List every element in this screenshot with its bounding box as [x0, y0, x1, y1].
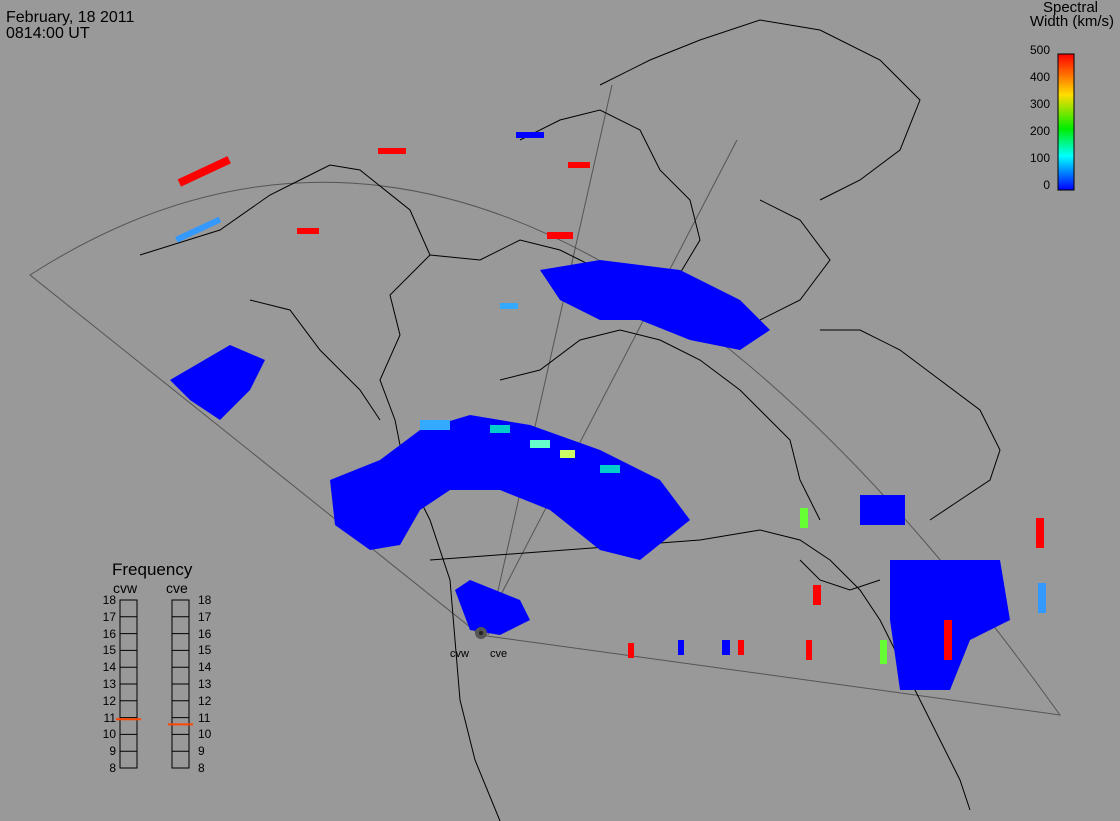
- colorbar-tick-500: 500: [1029, 43, 1050, 57]
- cve-scale-label: 17: [198, 609, 212, 624]
- colorbar-tick-0: 0: [1043, 178, 1050, 192]
- scatter-echoes: [170, 132, 1046, 690]
- cve-scale-label: 15: [198, 643, 212, 658]
- cve-scale-label: 14: [198, 660, 212, 675]
- echo-band-main: [330, 415, 690, 560]
- cvw-scale-label: 10: [102, 727, 116, 742]
- date-label: February, 18 2011: [6, 9, 135, 26]
- colorbar-tick-300: 300: [1029, 97, 1050, 111]
- echo-band-north: [540, 260, 770, 350]
- colorbar-tick-200: 200: [1029, 124, 1050, 138]
- coastlines: [139, 19, 1001, 821]
- cvw-scale-label: 17: [102, 609, 116, 624]
- field-of-view-outline: [29, 181, 1062, 716]
- cve-scale-label: 18: [198, 593, 212, 607]
- cve-scale-label: 11: [198, 710, 211, 725]
- cvw-scale-label: 8: [109, 761, 116, 775]
- cve-scale-label: 13: [198, 677, 212, 691]
- colorbar: [1057, 53, 1075, 191]
- beam-divider: [479, 139, 738, 636]
- time-label: 0814:00 UT: [6, 25, 90, 42]
- colorbar-tick-400: 400: [1029, 70, 1050, 84]
- cvw-scale-label: 14: [102, 660, 116, 675]
- cvw-scale-label: 9: [109, 744, 116, 759]
- frequency-label-cve: cve: [166, 580, 188, 596]
- frequency-label-cvw: cvw: [113, 580, 138, 596]
- frequency-title: Frequency: [112, 560, 193, 579]
- cve-scale-label: 10: [198, 727, 212, 742]
- cvw-scale-label: 16: [102, 626, 116, 641]
- cvw-scale-label: 11: [103, 710, 116, 725]
- colorbar-title-line1: Spectral: [1042, 0, 1098, 16]
- colorbar-title-line2: Width (km/s): [1029, 13, 1114, 30]
- cve-scale-label: 9: [198, 744, 205, 759]
- cve-scale-label: 12: [198, 693, 212, 708]
- cvw-scale-label: 12: [102, 693, 116, 708]
- beam-divider-2: [487, 84, 613, 636]
- colorbar-tick-100: 100: [1029, 151, 1050, 165]
- cve-scale-label: 8: [198, 761, 205, 775]
- echo-band-alaska: [170, 345, 265, 420]
- radar-label-cvw: cvw: [450, 648, 469, 660]
- cve-scale-label: 16: [198, 626, 212, 641]
- frequency-bars: [119, 599, 190, 769]
- cvw-scale-label: 13: [102, 677, 116, 691]
- cvw-scale-label: 18: [102, 593, 116, 607]
- radar-label-cve: cve: [490, 648, 508, 660]
- cvw-scale-label: 15: [102, 643, 116, 658]
